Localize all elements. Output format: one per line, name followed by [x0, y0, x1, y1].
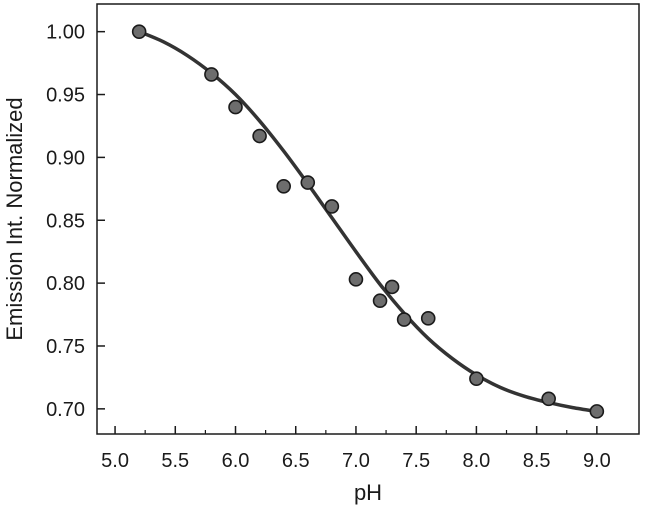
plot-border [96, 3, 640, 435]
data-point [469, 371, 484, 386]
x-tick-label: 5.0 [101, 450, 129, 472]
x-tick-label: 8.5 [523, 450, 551, 472]
x-tick-label: 7.0 [342, 450, 370, 472]
data-point [276, 179, 291, 194]
plot-frame [96, 3, 640, 435]
fit-curve-line [137, 29, 599, 414]
y-tick-label: 0.95 [46, 85, 85, 107]
data-point [228, 99, 243, 115]
data-point [420, 311, 436, 326]
data-points-layer [131, 24, 605, 419]
data-point [372, 293, 388, 309]
data-point [204, 67, 219, 82]
x-tick-label: 5.5 [161, 450, 189, 472]
y-tick-label: 0.90 [46, 147, 85, 169]
x-axis-label: pH [354, 480, 382, 505]
y-tick-label: 1.00 [46, 22, 85, 44]
x-tick-label: 6.0 [222, 450, 250, 472]
data-point [252, 128, 267, 144]
data-point [589, 404, 605, 419]
data-point [384, 279, 400, 295]
y-axis-ticks: 0.70 0.75 0.80 0.85 0.90 0.95 1.00 [46, 22, 105, 421]
data-point [300, 175, 316, 190]
y-tick-label: 0.85 [46, 210, 85, 232]
data-point [541, 391, 556, 407]
data-point [324, 199, 340, 214]
x-tick-label: 6.5 [282, 450, 310, 472]
x-tick-label: 7.5 [402, 450, 430, 472]
x-tick-label: 9.0 [583, 450, 611, 472]
x-axis-ticks: 5.0 5.5 6.0 6.5 7.0 7.5 8.0 8.5 9.0 [101, 426, 611, 472]
data-point [131, 24, 147, 39]
x-tick-label: 8.0 [462, 450, 490, 472]
fit-curve-layer [137, 29, 599, 414]
data-point [396, 312, 412, 327]
y-tick-label: 0.70 [46, 399, 85, 421]
y-axis-label: Emission Int. Normalized [2, 97, 27, 340]
y-tick-label: 0.75 [46, 336, 85, 358]
y-tick-label: 0.80 [46, 273, 85, 295]
data-point [348, 272, 364, 287]
